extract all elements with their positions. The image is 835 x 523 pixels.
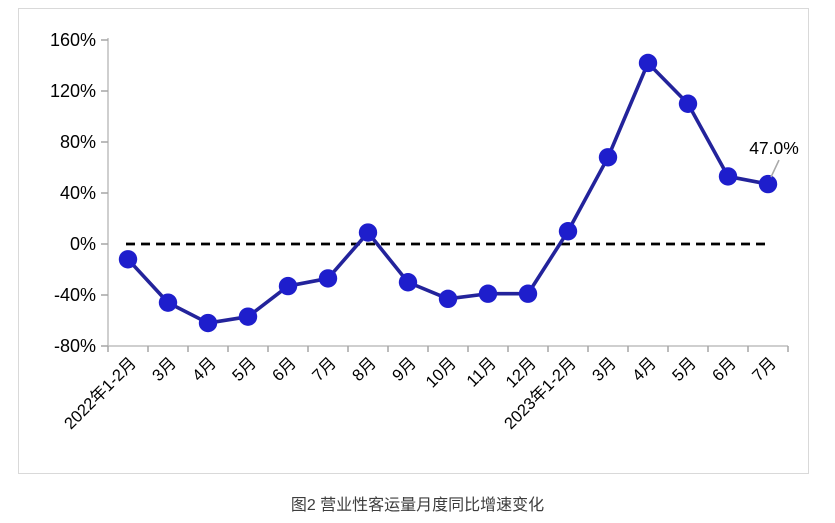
- figure-caption: 图2 营业性客运量月度同比增速变化: [290, 497, 545, 514]
- x-axis-label: 5月: [669, 354, 700, 385]
- x-axis-label: 6月: [269, 354, 300, 385]
- x-axis-label: 4月: [629, 354, 660, 385]
- series-line: [126, 61, 770, 325]
- y-tick-label: 0%: [70, 234, 96, 254]
- x-axis-label: 8月: [349, 354, 380, 385]
- x-axis-label: 11月: [463, 354, 500, 391]
- y-tick-label: 40%: [60, 183, 96, 203]
- annotation-leader-line: [770, 159, 780, 178]
- data-point: [718, 167, 738, 186]
- data-point: [438, 289, 458, 309]
- x-axis-label: 7月: [309, 354, 340, 385]
- x-axis-label: 5月: [229, 354, 260, 385]
- data-point: [678, 94, 698, 113]
- y-tick-label: 80%: [60, 132, 96, 152]
- data-point: [558, 222, 578, 241]
- data-point: [598, 148, 618, 167]
- x-axis-label: 3月: [149, 354, 180, 385]
- data-point: [198, 313, 218, 333]
- data-point: [758, 174, 778, 194]
- data-point: [238, 307, 258, 326]
- data-point: [158, 293, 178, 312]
- data-point: [358, 223, 378, 242]
- data-point: [638, 53, 658, 73]
- x-axis-label: 4月: [189, 354, 220, 385]
- data-point: [278, 276, 298, 296]
- data-point: [478, 284, 498, 303]
- data-point: [518, 284, 538, 303]
- x-axis-label: 6月: [709, 354, 740, 385]
- data-label: 47.0%: [749, 138, 799, 158]
- x-axis-label: 10月: [422, 354, 459, 391]
- chart-figure-border: [18, 8, 809, 474]
- x-axis-label: 9月: [389, 354, 420, 385]
- data-point: [318, 269, 338, 288]
- x-axis-label: 3月: [589, 354, 620, 385]
- y-tick-label: 120%: [50, 81, 96, 101]
- data-point: [398, 273, 418, 292]
- x-axis-label: 7月: [749, 354, 780, 385]
- y-tick-label: -80%: [54, 336, 96, 356]
- y-tick-label: 160%: [50, 30, 96, 50]
- data-point: [118, 250, 138, 269]
- y-tick-label: -40%: [54, 285, 96, 305]
- x-axis-label: 2023年1-2月: [500, 353, 580, 433]
- x-axis-label: 2022年1-2月: [60, 353, 140, 433]
